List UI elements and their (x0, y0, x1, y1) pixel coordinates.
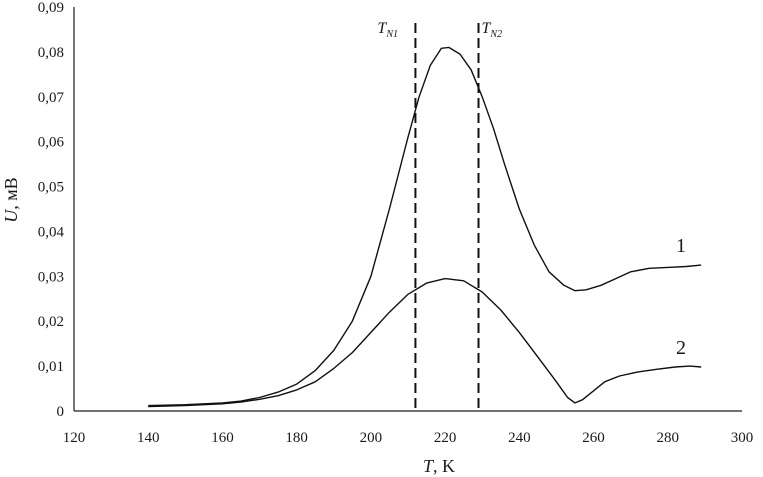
x-tick-label: 120 (63, 430, 86, 446)
series-line-2 (148, 277, 702, 408)
y-tick-label: 0,06 (38, 135, 65, 151)
y-tick-label: 0,09 (38, 0, 64, 16)
markers-layer: TN1 TN2 (377, 20, 502, 411)
x-tick-label: 160 (211, 430, 234, 446)
y-axis-title: U, мВ (1, 177, 21, 222)
series-label-2: 2 (676, 337, 686, 359)
x-tick-label: 220 (434, 430, 457, 446)
x-tick-label: 280 (657, 430, 680, 446)
marker-label-n1: TN1 (377, 20, 398, 40)
x-tick-label: 180 (285, 430, 308, 446)
y-tick-label: 0,08 (38, 45, 64, 61)
y-tick-labels: 0 0,01 0,02 0,03 0,04 0,05 0,06 0,07 0,08 0,09 (38, 0, 65, 420)
x-tick-label: 240 (508, 430, 531, 446)
x-axis-title: T, K (423, 456, 455, 476)
y-tick-label: 0,02 (38, 314, 64, 330)
x-tick-label: 260 (582, 430, 605, 446)
x-tick-label: 200 (360, 430, 383, 446)
series-line-1 (148, 46, 702, 407)
y-tick-label: 0 (57, 404, 65, 420)
y-tick-label: 0,03 (38, 269, 64, 285)
marker-label-n2: TN2 (482, 20, 503, 40)
x-tick-label: 300 (731, 430, 754, 446)
series-label-1: 1 (676, 235, 686, 257)
series-layer: 12 (148, 46, 702, 408)
axes-layer (73, 7, 742, 412)
y-tick-label: 0,01 (38, 359, 64, 375)
y-tick-label: 0,05 (38, 180, 64, 196)
y-tick-label: 0,04 (38, 224, 65, 240)
x-tick-labels: 120 140 160 180 200 220 240 260 280 300 (63, 430, 754, 446)
y-tick-label: 0,07 (38, 90, 65, 106)
x-tick-label: 140 (137, 430, 160, 446)
